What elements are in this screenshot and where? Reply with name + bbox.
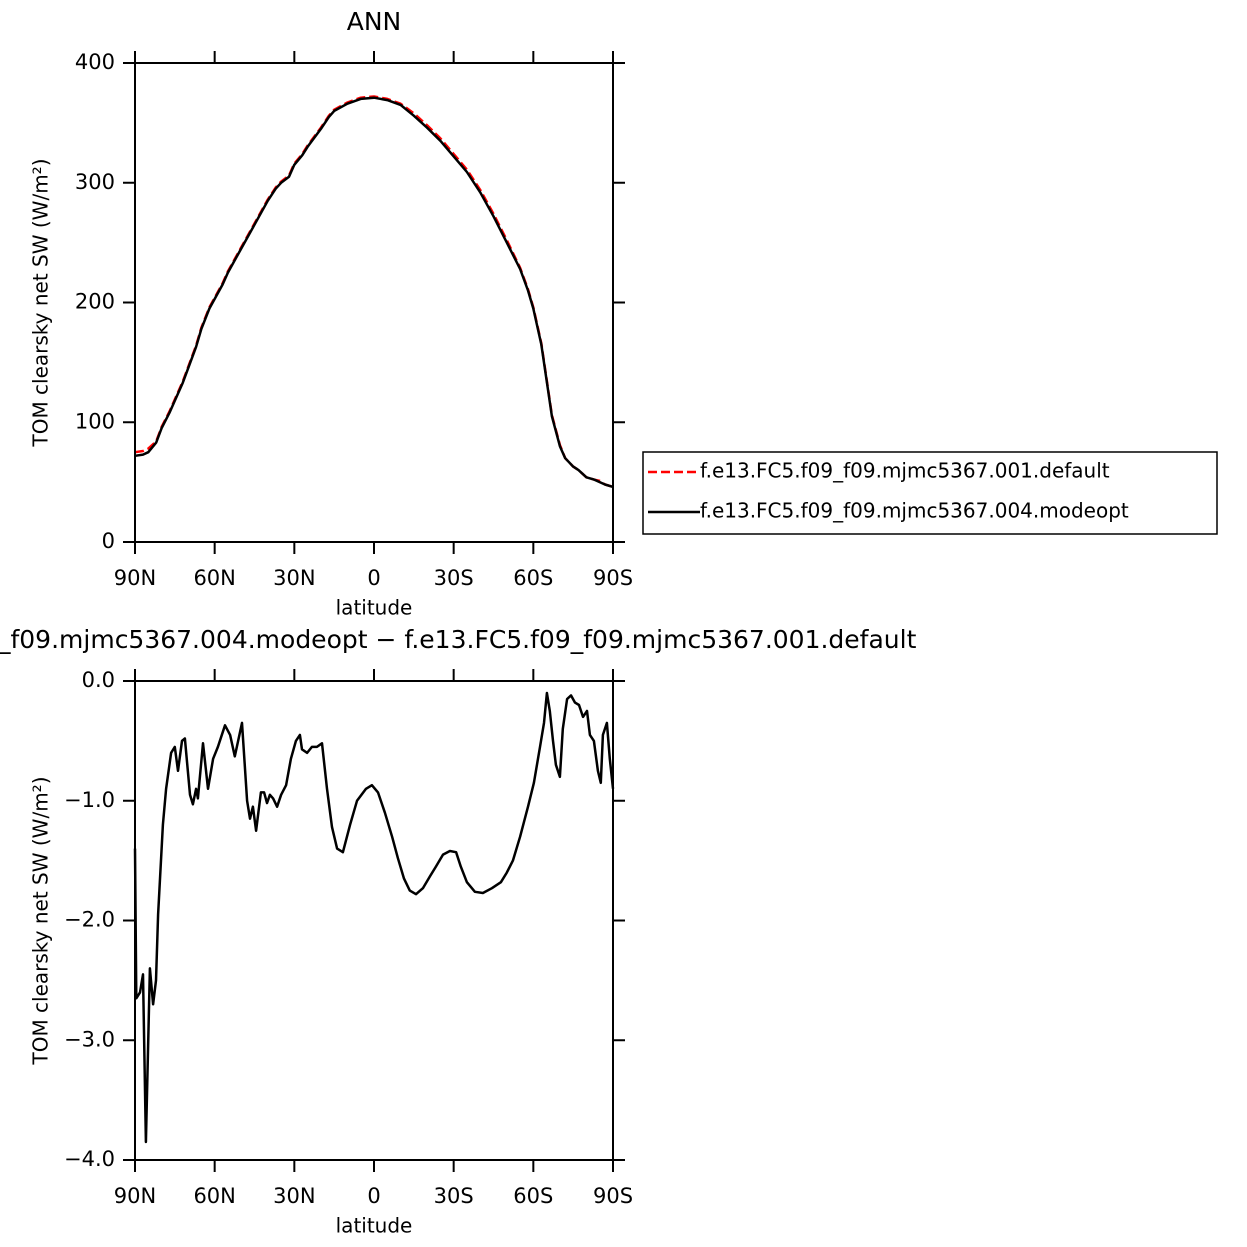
legend-label: f.e13.FC5.f09_f09.mjmc5367.004.modeopt	[700, 499, 1129, 523]
x-tick-label: 30S	[434, 566, 474, 590]
y-tick-label: −3.0	[64, 1027, 115, 1051]
x-tick-label: 0	[367, 566, 380, 590]
y-tick-label: −4.0	[64, 1147, 115, 1171]
x-tick-label: 60S	[513, 566, 553, 590]
x-tick-label: 30N	[273, 566, 315, 590]
x-tick-label: 60S	[513, 1184, 553, 1208]
y-tick-label: 100	[75, 409, 115, 433]
plot-frame	[134, 62, 614, 543]
x-tick-label: 0	[367, 1184, 380, 1208]
x-tick-label: 90N	[114, 1184, 156, 1208]
x-tick-label: 60N	[193, 566, 235, 590]
x-tick-label: 30N	[273, 1184, 315, 1208]
y-axis-label: TOM clearsky net SW (W/m²)	[29, 776, 53, 1065]
x-tick-label: 90S	[593, 1184, 633, 1208]
chart-title: ANN	[347, 7, 402, 36]
data-line	[134, 95, 614, 489]
plot-frame	[134, 680, 614, 1161]
data-line	[133, 691, 615, 1144]
legend-label: f.e13.FC5.f09_f09.mjmc5367.001.default	[700, 459, 1110, 483]
y-tick-label: 400	[75, 50, 115, 74]
chart-title: f.e13.FC5.f09_f09.mjmc5367.004.modeopt −…	[0, 625, 917, 654]
x-tick-label: 90S	[593, 566, 633, 590]
x-axis-label: latitude	[336, 1214, 413, 1238]
data-line	[134, 96, 614, 489]
y-tick-label: 200	[75, 290, 115, 314]
y-tick-label: −1.0	[64, 788, 115, 812]
x-axis-label: latitude	[336, 596, 413, 620]
x-tick-label: 60N	[193, 1184, 235, 1208]
y-axis-label: TOM clearsky net SW (W/m²)	[29, 158, 53, 447]
y-tick-label: 0	[102, 529, 115, 553]
legend-box	[642, 451, 1218, 535]
x-tick-label: 90N	[114, 566, 156, 590]
y-tick-label: 300	[75, 170, 115, 194]
x-tick-label: 30S	[434, 1184, 474, 1208]
y-tick-label: 0.0	[82, 668, 115, 692]
y-tick-label: −2.0	[64, 908, 115, 932]
